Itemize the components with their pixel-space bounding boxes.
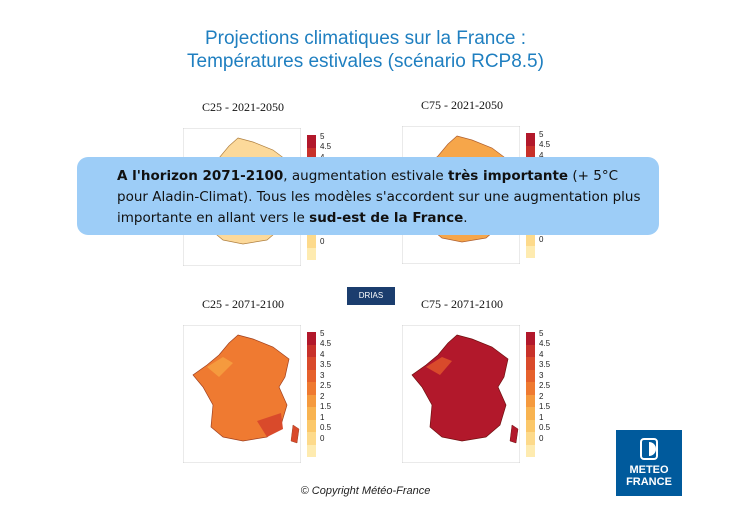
colorbar-label: 0 — [320, 433, 325, 443]
colorbar-label: 5 — [320, 132, 325, 141]
meteo-label: METEO — [629, 464, 669, 476]
colorbar-label: 3.5 — [320, 360, 332, 370]
colorbar-label: 1 — [320, 412, 325, 422]
callout-bold-importance: très importante — [447, 168, 569, 184]
colorbar-label: 1.5 — [320, 402, 332, 412]
copyright-text: © Copyright Météo-France — [300, 485, 431, 497]
colorbar-label: 4.5 — [539, 339, 551, 349]
panel-title: C75 - 2071-2100 — [421, 297, 503, 311]
map-panel-c25-2071-2100: C25 - 2071-2100 5 4.5 4 3.5 3 2.5 2 1.5 1 0.5 0 — [183, 297, 343, 487]
colorbar-label: 0.5 — [320, 423, 332, 433]
colorbar-label: 1.5 — [539, 402, 551, 412]
colorbar-label: 4 — [539, 150, 544, 160]
colorbar-label: 4 — [539, 349, 544, 359]
summary-callout: A l'horizon 2071-2100, augmentation esti… — [77, 157, 659, 235]
france-map — [402, 325, 520, 463]
colorbar-label: 5 — [539, 130, 544, 139]
colorbar-label: 0 — [539, 433, 544, 443]
colorbar-label: 2 — [320, 391, 325, 401]
colorbar-label: 3 — [320, 370, 325, 380]
colorbar-label: 2 — [539, 391, 544, 401]
map-panel-c75-2071-2100: C75 - 2071-2100 5 4.5 4 3.5 3 2.5 2 1.5 1 0.5 0 — [402, 297, 562, 487]
panel-title: C25 - 2071-2100 — [202, 297, 284, 311]
callout-bold-horizon: A l'horizon 2071-2100 — [117, 168, 284, 184]
callout-text: , augmentation estivale — [283, 168, 448, 184]
drias-logo: DRIAS — [347, 287, 395, 305]
colorbar-label: 3.5 — [539, 360, 551, 370]
colorbar-label: 2.5 — [320, 381, 332, 391]
meteo-france-emblem-icon — [640, 438, 658, 460]
colorbar-label: 5 — [320, 329, 325, 338]
colorbar-label: 0.5 — [539, 423, 551, 433]
colorbar-label: 4.5 — [539, 140, 551, 150]
colorbar-label: 2.5 — [539, 381, 551, 391]
colorbar-label: 4 — [320, 349, 325, 359]
colorbar-label: 3 — [539, 370, 544, 380]
colorbar-label: 0 — [539, 234, 544, 244]
france-label: FRANCE — [626, 476, 672, 488]
colorbar-label: 1 — [539, 412, 544, 422]
colorbar — [526, 332, 535, 457]
slide-title-line1: Projections climatiques sur la France : — [204, 28, 526, 49]
callout-bold-region: sud-est de la France — [309, 210, 464, 226]
panel-title: C25 - 2021-2050 — [202, 100, 284, 114]
colorbar — [307, 332, 316, 457]
colorbar-label: 0 — [320, 236, 325, 246]
france-map — [183, 325, 301, 463]
colorbar-label: 5 — [539, 329, 544, 338]
colorbar-label: 4.5 — [320, 339, 332, 349]
callout-text: . — [463, 210, 468, 226]
callout-text: (+ 5°C pour Aladin-Climat). Tous les mod… — [117, 168, 641, 226]
colorbar-label: 4.5 — [320, 142, 332, 152]
slide-title-line2: Températures estivales (scénario RCP8.5) — [187, 51, 544, 72]
panel-title: C75 - 2021-2050 — [421, 98, 503, 112]
meteo-france-logo: METEO FRANCE — [616, 430, 682, 496]
